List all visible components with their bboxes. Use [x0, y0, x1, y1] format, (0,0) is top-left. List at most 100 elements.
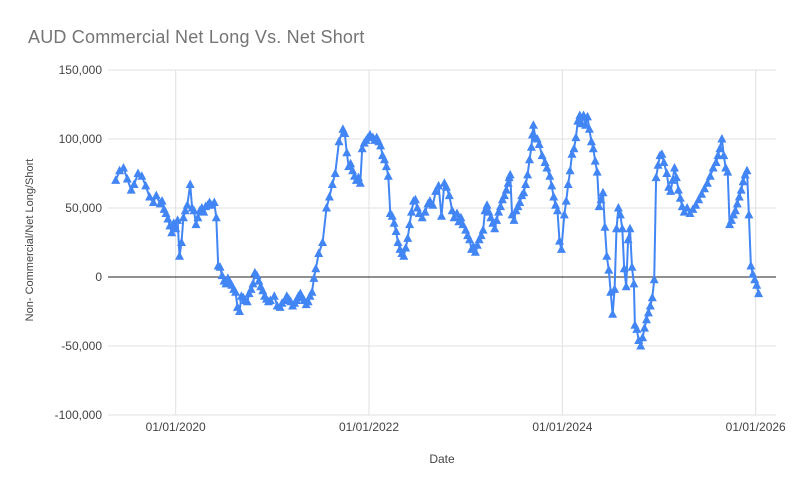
data-point-marker[interactable] [173, 215, 183, 224]
data-point-marker[interactable] [604, 265, 614, 274]
data-point-marker[interactable] [499, 190, 509, 200]
data-point-marker[interactable] [521, 179, 531, 189]
data-point-marker[interactable] [515, 197, 525, 207]
data-point-marker[interactable] [387, 211, 397, 220]
data-point-marker[interactable] [122, 174, 132, 183]
data-point-marker[interactable] [447, 205, 457, 215]
data-point-marker[interactable] [542, 163, 552, 172]
data-point-marker[interactable] [269, 291, 279, 300]
data-point-marker[interactable] [640, 323, 649, 332]
data-point-marker[interactable] [405, 219, 415, 229]
data-point-marker[interactable] [452, 208, 462, 218]
data-point-marker[interactable] [199, 207, 209, 216]
data-point-marker[interactable] [441, 182, 451, 191]
data-point-marker[interactable] [702, 178, 712, 187]
data-point-marker[interactable] [662, 168, 672, 178]
data-point-marker[interactable] [666, 186, 676, 195]
data-point-marker[interactable] [215, 262, 225, 271]
data-point-marker[interactable] [659, 157, 669, 167]
data-point-marker[interactable] [565, 165, 575, 175]
data-point-marker[interactable] [119, 163, 128, 172]
data-point-marker[interactable] [615, 209, 625, 219]
data-point-marker[interactable] [476, 230, 486, 240]
data-point-marker[interactable] [163, 214, 173, 223]
data-point-marker[interactable] [571, 132, 581, 142]
data-point-marker[interactable] [311, 263, 321, 273]
data-point-marker[interactable] [501, 185, 511, 194]
data-point-marker[interactable] [734, 192, 744, 201]
data-point-marker[interactable] [346, 158, 356, 168]
data-point-marker[interactable] [509, 215, 519, 224]
data-point-marker[interactable] [472, 240, 482, 249]
data-point-marker[interactable] [141, 180, 151, 190]
data-point-marker[interactable] [182, 200, 192, 209]
data-point-marker[interactable] [431, 186, 441, 195]
data-point-marker[interactable] [525, 154, 534, 164]
data-point-marker[interactable] [389, 218, 399, 227]
data-point-marker[interactable] [629, 278, 639, 288]
data-point-marker[interactable] [401, 243, 411, 252]
data-point-marker[interactable] [651, 172, 661, 182]
data-point-marker[interactable] [675, 193, 685, 202]
data-point-marker[interactable] [407, 207, 416, 216]
data-point-marker[interactable] [193, 212, 203, 222]
data-point-marker[interactable] [645, 301, 655, 310]
data-point-marker[interactable] [713, 150, 723, 160]
data-point-marker[interactable] [417, 212, 427, 222]
data-point-marker[interactable] [643, 307, 653, 317]
data-point-marker[interactable] [324, 192, 334, 201]
data-point-marker[interactable] [465, 234, 475, 244]
data-point-marker[interactable] [503, 178, 513, 187]
data-point-marker[interactable] [526, 142, 536, 151]
data-point-marker[interactable] [727, 215, 736, 224]
data-point-marker[interactable] [588, 143, 598, 153]
data-point-marker[interactable] [391, 226, 401, 236]
data-point-marker[interactable] [649, 274, 659, 284]
data-point-marker[interactable] [610, 284, 620, 293]
data-point-marker[interactable] [547, 180, 557, 190]
data-point-marker[interactable] [428, 200, 438, 209]
data-point-marker[interactable] [342, 147, 352, 157]
data-point-marker[interactable] [519, 187, 529, 197]
data-point-marker[interactable] [175, 251, 184, 260]
data-point-marker[interactable] [314, 248, 324, 258]
data-point-marker[interactable] [632, 324, 642, 333]
data-point-marker[interactable] [246, 284, 256, 293]
data-point-marker[interactable] [647, 292, 657, 302]
data-point-marker[interactable] [537, 150, 547, 160]
data-point-marker[interactable] [148, 197, 158, 207]
data-point-marker[interactable] [602, 251, 612, 260]
data-point-marker[interactable] [111, 175, 121, 184]
data-point-marker[interactable] [191, 219, 201, 229]
data-point-marker[interactable] [730, 205, 740, 215]
data-point-marker[interactable] [623, 234, 633, 244]
data-point-marker[interactable] [682, 203, 692, 212]
data-point-marker[interactable] [399, 251, 409, 260]
data-point-marker[interactable] [145, 192, 155, 201]
data-point-marker[interactable] [668, 175, 678, 184]
data-point-marker[interactable] [393, 237, 403, 247]
data-point-marker[interactable] [625, 223, 635, 233]
data-point-marker[interactable] [596, 194, 606, 204]
data-point-marker[interactable] [334, 136, 344, 146]
data-point-marker[interactable] [309, 273, 319, 282]
data-point-marker[interactable] [434, 180, 444, 190]
data-point-marker[interactable] [505, 169, 515, 179]
data-point-marker[interactable] [357, 143, 367, 153]
data-point-marker[interactable] [581, 120, 591, 129]
data-point-marker[interactable] [600, 222, 610, 231]
data-point-marker[interactable] [594, 201, 604, 211]
data-point-marker[interactable] [700, 183, 709, 193]
data-point-marker[interactable] [444, 190, 454, 200]
data-point-marker[interactable] [627, 262, 637, 271]
data-point-marker[interactable] [671, 172, 681, 182]
data-point-marker[interactable] [752, 280, 762, 289]
data-point-marker[interactable] [458, 219, 468, 229]
data-point-marker[interactable] [715, 143, 725, 153]
data-point-marker[interactable] [708, 163, 718, 172]
data-point-marker[interactable] [719, 150, 729, 160]
data-point-marker[interactable] [420, 207, 430, 216]
data-point-marker[interactable] [151, 190, 161, 200]
data-point-marker[interactable] [340, 128, 350, 138]
